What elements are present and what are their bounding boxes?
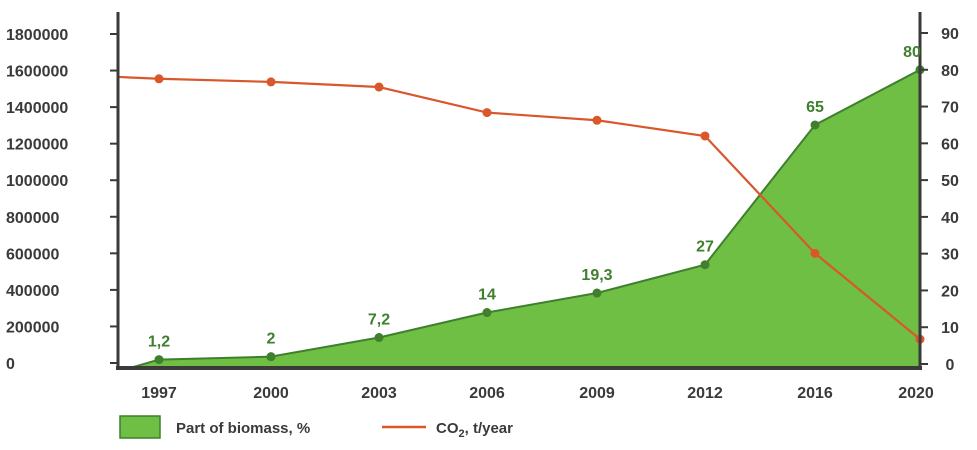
co2-point [374, 82, 384, 92]
biomass-point [810, 120, 820, 130]
biomass-point [154, 355, 164, 365]
biomass-data-label: 2 [267, 331, 276, 348]
y-left-tick-label: 800000 [6, 210, 59, 227]
y-left-tick-label: 400000 [6, 283, 59, 300]
y-right-tick-label: 30 [941, 247, 959, 264]
y-left-tick-label: 1200000 [6, 137, 68, 154]
legend: Part of biomass, % CO2, t/year [119, 415, 513, 440]
y-left-tick-label: 1800000 [6, 27, 68, 44]
x-tick-label: 2003 [361, 385, 397, 402]
biomass-point [592, 288, 602, 298]
y-right-tick-label: 20 [941, 283, 959, 300]
biomass-data-label: 27 [696, 239, 714, 256]
legend-swatch-biomass [119, 415, 161, 439]
y-left-tick-label: 200000 [6, 319, 59, 336]
y-right-tick-label: 10 [941, 320, 959, 337]
y-right-tick-label: 40 [941, 210, 959, 227]
x-tick-label: 2016 [797, 385, 833, 402]
biomass-point [374, 333, 384, 343]
x-tick-label: 2000 [253, 385, 289, 402]
y-right-tick-label: 0 [946, 357, 955, 374]
co2-point [482, 108, 492, 118]
x-tick-label: 2020 [898, 385, 934, 402]
label-layer: 1,2 2 7,2 14 19,3 27 65 80 [148, 44, 921, 351]
y-left-tick-label: 0 [6, 356, 15, 373]
legend-label-co2-main: CO [436, 420, 459, 437]
y-right-tick-label: 90 [941, 26, 959, 43]
y-left-tick-label: 1000000 [6, 173, 68, 190]
co2-point [592, 115, 602, 125]
x-tick-label: 1997 [141, 385, 177, 402]
co2-point [266, 77, 276, 87]
legend-label-biomass: Part of biomass, % [176, 420, 310, 437]
y-left-tick-label: 600000 [6, 246, 59, 263]
area-layer [129, 65, 925, 369]
biomass-data-label: 1,2 [148, 334, 170, 351]
x-tick-label: 2009 [579, 385, 615, 402]
co2-point [154, 74, 164, 84]
y-right-tick-label: 80 [941, 63, 959, 80]
y-right-tick-label: 60 [941, 136, 959, 153]
legend-label-co2-sub: 2 [459, 428, 465, 440]
biomass-data-label: 14 [478, 287, 496, 304]
co2-point [700, 131, 710, 141]
biomass-point [700, 260, 710, 270]
legend-label-co2: CO2, t/year [436, 420, 513, 440]
biomass-data-label: 19,3 [581, 267, 612, 284]
axis-layer: 0 200000 400000 600000 800000 1000000 1200000 1… [6, 12, 959, 402]
y-left-tick-label: 1600000 [6, 64, 68, 81]
legend-label-co2-suffix: , t/year [465, 420, 514, 437]
biomass-data-label: 80 [903, 44, 921, 61]
y-right-tick-label: 50 [941, 173, 959, 190]
co2-point [810, 248, 820, 258]
x-tick-label: 2006 [469, 385, 505, 402]
biomass-data-label: 7,2 [368, 312, 390, 329]
biomass-point [482, 308, 492, 318]
biomass-area [130, 69, 920, 369]
biomass-data-label: 65 [806, 99, 824, 116]
line-layer [117, 74, 925, 344]
biomass-point [266, 352, 276, 362]
x-tick-label: 2012 [687, 385, 723, 402]
y-left-tick-label: 1400000 [6, 100, 68, 117]
y-right-tick-label: 70 [941, 100, 959, 117]
